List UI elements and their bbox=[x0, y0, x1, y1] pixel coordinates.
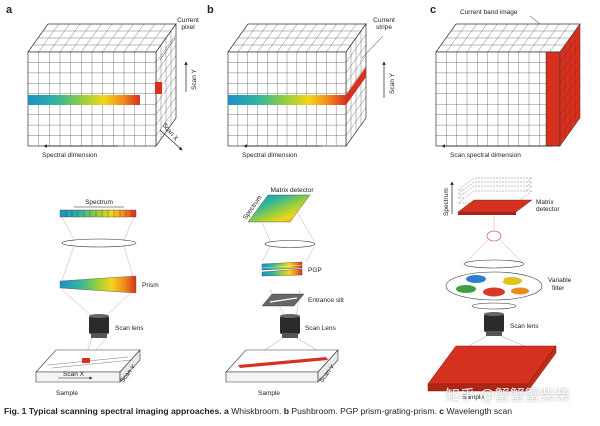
cube-c-band-front bbox=[545, 51, 561, 147]
matrix-detector-c bbox=[457, 177, 533, 215]
scan-lens-c bbox=[484, 312, 504, 336]
cube-a-current-pixel bbox=[155, 82, 162, 94]
sample-label-c: Sample bbox=[462, 394, 484, 401]
filter-disk-red bbox=[483, 287, 505, 297]
slit-label-b: Entrance slit bbox=[308, 297, 344, 304]
caption-a-key: a bbox=[224, 406, 229, 416]
scan-lens-b bbox=[280, 314, 300, 338]
prism-a bbox=[59, 275, 137, 294]
lens-label-a: Scan lens bbox=[115, 325, 144, 332]
filter-label-c: Variable filter bbox=[548, 277, 572, 292]
figure-caption: Fig. 1 Typical scanning spectral imaging… bbox=[4, 406, 596, 416]
detector-label-c: Matrix detector bbox=[536, 199, 560, 213]
pgp-b bbox=[261, 261, 303, 277]
lens-c3 bbox=[471, 302, 517, 310]
scan-y-label-a: Scan Y bbox=[191, 68, 198, 90]
panel-c: c Current band image Scan spectral dimen… bbox=[427, 4, 581, 401]
sample-scan-a: Scan X bbox=[63, 371, 85, 378]
panel-a-letter: a bbox=[6, 4, 13, 16]
sample-c bbox=[427, 345, 557, 392]
detector-label-b: Matrix detector bbox=[271, 187, 315, 194]
variable-filter-c bbox=[445, 271, 543, 301]
cube-a-label: Current pixel bbox=[177, 17, 199, 31]
cube-b-label: Current stripe bbox=[373, 17, 395, 31]
cube-c bbox=[435, 23, 581, 147]
panel-b-letter: b bbox=[207, 4, 214, 16]
entrance-slit-b bbox=[261, 293, 305, 307]
spectrum-strip-a bbox=[59, 209, 137, 218]
caption-b-text: Pushbroom. PGP prism-grating-prism. bbox=[291, 406, 437, 416]
pgp-label-b: PGP bbox=[308, 267, 322, 274]
lens-c2 bbox=[463, 259, 525, 269]
sample-label-b: Sample bbox=[258, 390, 280, 397]
panel-c-letter: c bbox=[430, 4, 436, 16]
sample-b bbox=[225, 349, 339, 383]
sample-a bbox=[35, 349, 141, 383]
scan-lens-a bbox=[89, 314, 109, 338]
caption-title: Typical scanning spectral imaging approa… bbox=[28, 406, 222, 416]
filter-disk-blue bbox=[466, 275, 486, 283]
cube-a bbox=[27, 22, 177, 148]
filter-disk-orange bbox=[511, 287, 529, 295]
cube-c-label: Current band image bbox=[460, 9, 518, 16]
matrix-detector-b bbox=[247, 194, 311, 223]
dimension-label-c: Scan spectral dimension bbox=[450, 152, 521, 159]
lens-label-c: Scan lens bbox=[510, 323, 539, 330]
caption-c-key: c bbox=[439, 406, 445, 416]
watermark: 知乎 @蟹蟹蟹柴柴 bbox=[445, 386, 570, 404]
prism-label-a: Prism bbox=[142, 282, 159, 289]
caption-a-text: Whiskbroom. bbox=[231, 406, 282, 416]
cube-b bbox=[227, 22, 367, 148]
lens-b bbox=[264, 240, 316, 248]
filter-disk-yellow bbox=[502, 277, 522, 285]
caption-b-key: b bbox=[283, 406, 289, 416]
lens-a bbox=[61, 238, 137, 248]
panel-a: a Current pixel Scan Y Scan X Spectral di… bbox=[6, 4, 199, 397]
cube-b-current-stripe bbox=[346, 67, 366, 105]
cube-a-spectrum bbox=[28, 95, 140, 105]
sample-label-a: Sample bbox=[56, 390, 78, 397]
dimension-label-a: Spectral dimension bbox=[42, 152, 98, 159]
caption-label: Fig. 1 bbox=[4, 406, 27, 416]
filter-disk-green bbox=[456, 285, 476, 293]
detector-label-a: Spectrum bbox=[85, 199, 113, 206]
dimension-label-b: Spectral dimension bbox=[242, 152, 298, 159]
scan-y-label-b: Scan Y bbox=[389, 72, 396, 94]
caption-c-text: Wavelength scan bbox=[446, 406, 513, 416]
lens-c1 bbox=[486, 230, 502, 242]
filter-disk-white bbox=[488, 277, 504, 283]
lens-label-b: Scan Lens bbox=[305, 325, 336, 332]
cube-b-spectrum bbox=[228, 95, 346, 105]
detector-axis-c: Spectrum bbox=[443, 188, 450, 216]
panel-b: b Current stripe Scan Y Spectral dimensio… bbox=[207, 4, 396, 397]
